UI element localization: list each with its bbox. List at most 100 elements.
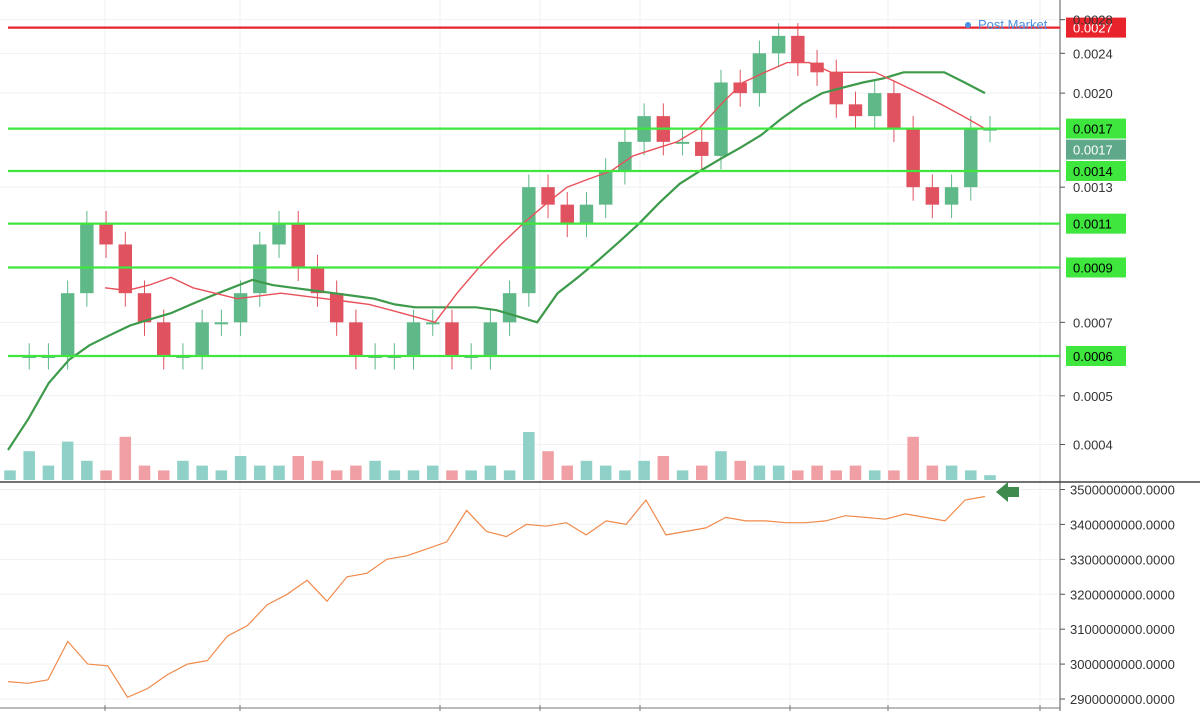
candle-up	[502, 293, 517, 323]
volume-bar-up	[4, 470, 16, 480]
candle-down	[791, 35, 805, 63]
volume-bar-down	[330, 470, 343, 480]
candle-up	[598, 170, 613, 205]
volume-bar-down	[157, 470, 170, 480]
left-arrow-icon	[996, 482, 1019, 502]
candle-up	[253, 244, 267, 294]
price-line-label-box	[1066, 17, 1126, 38]
price-line-label-box	[1066, 345, 1126, 366]
volume-bar-up	[676, 470, 689, 480]
volume-bar-down	[561, 465, 574, 480]
volume-bar-up	[23, 451, 35, 480]
candle-up	[944, 187, 959, 205]
volume-bar-down	[792, 470, 804, 480]
indicator-axis-tick-label: 3500000000.0000	[1070, 482, 1175, 497]
last-price-box	[1066, 139, 1126, 160]
price-axis: 0.0027 0.0017 0.0014 0.0011 0.0009 0.0006 0.00…	[1060, 13, 1175, 707]
volume-bar-up	[523, 432, 535, 480]
post-market-indicator: Post Market	[965, 17, 1048, 32]
candle-up	[214, 322, 229, 325]
candle-down	[733, 82, 747, 94]
candle-down	[349, 322, 363, 356]
volume-bar-down	[657, 456, 670, 480]
candles	[22, 23, 997, 370]
price-line-label: 0.0011	[1073, 217, 1112, 232]
price-line-label: 0.0014	[1073, 164, 1113, 179]
volume-bar-down	[138, 465, 151, 480]
candle-up	[752, 53, 767, 94]
candle-up	[195, 322, 209, 356]
indicator-panel	[7, 482, 1019, 699]
volume-bar-up	[42, 465, 55, 480]
volume-bar-down	[926, 465, 939, 480]
volume-bar-down	[292, 456, 304, 480]
ma-fast-line	[104, 61, 986, 324]
ma-slow-line	[7, 71, 986, 451]
price-axis-tick-label: 0.0024	[1073, 46, 1113, 61]
volume-bar-down	[446, 470, 458, 480]
candle-down	[310, 267, 325, 294]
volume-bar-up	[503, 470, 516, 480]
post-market-dot	[965, 22, 971, 28]
price-axis-tick-label: 0.0007	[1073, 315, 1113, 330]
volume-bar-down	[350, 465, 362, 480]
volume-bar-up	[619, 470, 631, 480]
candle-up	[867, 93, 882, 117]
indicator-axis-tick-label: 3400000000.0000	[1070, 517, 1175, 532]
volume-bar-down	[849, 465, 862, 480]
candle-down	[157, 322, 171, 356]
volume-bar-down	[811, 465, 823, 480]
candle-down	[445, 322, 459, 356]
price-axis-tick-label: 0.0013	[1073, 180, 1113, 195]
candle-down	[906, 128, 920, 188]
price-axis-tick-label: 0.0020	[1073, 86, 1113, 101]
candle-up	[771, 35, 786, 54]
volume-bar-up	[177, 460, 189, 480]
indicator-axis-tick-label: 3200000000.0000	[1070, 587, 1175, 602]
indicator-axis-tick-label: 3000000000.0000	[1070, 657, 1175, 672]
candle-down	[925, 187, 940, 205]
last-price-label: 0.0017	[1073, 143, 1113, 158]
price-lines	[8, 26, 1060, 358]
volume-bar-up	[61, 441, 74, 480]
price-line-label-box	[1066, 257, 1126, 278]
candle-down	[887, 93, 901, 129]
volume-bar-up	[254, 465, 266, 480]
candle-down	[329, 293, 344, 323]
candle-up	[426, 322, 440, 325]
volume-bar-up	[715, 451, 727, 480]
indicator-axis-tick-label: 3300000000.0000	[1070, 552, 1175, 567]
volume-bar-down	[542, 451, 554, 480]
volume-bar-up	[945, 465, 958, 480]
candle-down	[118, 244, 133, 294]
volume-bar-down	[311, 460, 324, 480]
indicator-axis-tick-label: 3100000000.0000	[1070, 622, 1175, 637]
candle-up	[714, 82, 728, 156]
volume-bar-down	[907, 436, 919, 480]
volume-bar-up	[81, 460, 93, 480]
volume-bar-up	[965, 470, 977, 480]
price-line-label-box	[1066, 213, 1126, 234]
candle-down	[291, 223, 305, 268]
volume-bar-down	[100, 470, 112, 480]
volume-bar-down	[119, 436, 132, 480]
volume-bar-down	[888, 470, 900, 480]
volume-bars	[4, 432, 996, 480]
candle-down	[848, 104, 863, 117]
volume-bar-up	[772, 465, 785, 480]
volume-bar-up	[753, 465, 766, 480]
price-line-label: 0.0027	[1073, 21, 1113, 36]
candle-up	[60, 293, 75, 356]
indicator-line	[7, 495, 986, 699]
candle-up	[522, 187, 536, 294]
price-line-label-box	[1066, 118, 1126, 139]
volume-bar-up	[234, 456, 247, 480]
volume-bar-up	[465, 470, 477, 480]
candle-up	[483, 322, 498, 356]
price-axis-tick-label: 0.0028	[1073, 13, 1113, 28]
candle-down	[137, 293, 152, 323]
volume-bar-up	[273, 465, 285, 480]
candle-up	[618, 141, 632, 171]
post-market-label: Post Market	[978, 17, 1048, 32]
